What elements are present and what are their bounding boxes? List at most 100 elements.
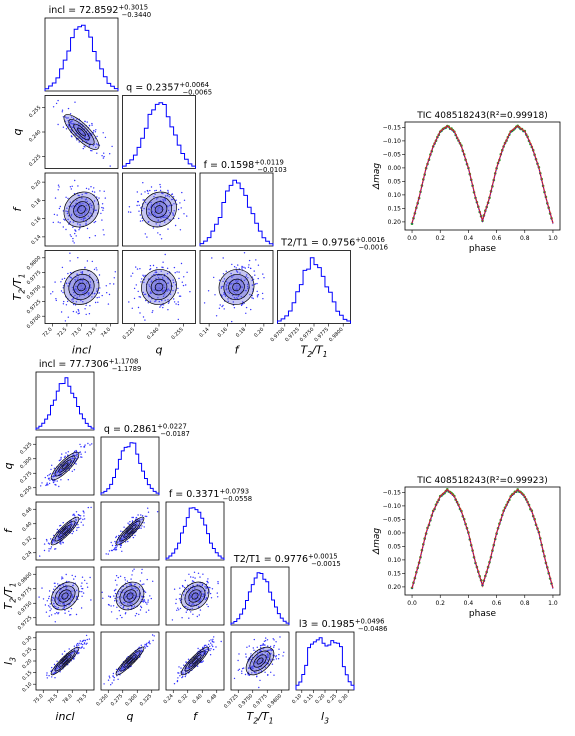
sample-point	[174, 224, 177, 227]
sample-point	[143, 522, 145, 524]
sample-point	[195, 594, 197, 597]
y-tick-label: −0.05	[383, 516, 402, 523]
x-tick-label: 1.0	[548, 235, 558, 242]
sample-point	[56, 598, 59, 600]
sample-point	[151, 280, 153, 282]
sample-point	[133, 605, 136, 607]
sample-point	[150, 186, 153, 188]
sample-point	[172, 198, 174, 201]
sample-point	[135, 266, 137, 268]
sample-point	[185, 588, 188, 591]
sample-point	[210, 642, 212, 644]
sample-point	[262, 298, 264, 300]
sample-point	[40, 485, 42, 487]
sample-point	[134, 525, 136, 527]
sample-point	[86, 121, 88, 123]
sample-point	[183, 213, 185, 215]
sample-point	[195, 599, 198, 601]
sample-point	[248, 259, 251, 262]
sample-point	[117, 596, 119, 599]
sample-point	[91, 150, 93, 152]
sample-point	[71, 523, 73, 526]
ylabel-l3: l3	[2, 657, 17, 665]
sample-point	[97, 301, 99, 303]
sample-point	[56, 597, 58, 599]
sample-point	[68, 590, 70, 592]
sample-point	[173, 301, 176, 303]
sample-point	[88, 313, 91, 315]
sample-point	[96, 135, 98, 138]
sample-point	[82, 292, 84, 294]
x-tick-label-T2/T1: 0.9750	[299, 327, 316, 344]
contour-level-0	[50, 581, 80, 611]
sample-point	[60, 311, 63, 313]
sample-point	[68, 527, 71, 529]
y-tick-label-T2/T1: 0.9750	[26, 284, 43, 301]
sample-point	[232, 290, 234, 292]
sample-point	[71, 299, 73, 301]
sample-point	[134, 534, 136, 537]
corner-plot-top: incl = 72.8592+0.3015 −0.3440 0.225 0.240 0.…	[11, 4, 388, 359]
sample-point	[67, 218, 69, 221]
sample-point	[91, 190, 94, 193]
sample-point	[155, 210, 158, 212]
xlabel-f: f	[193, 710, 199, 723]
sample-point	[155, 198, 158, 200]
sample-point	[257, 294, 260, 296]
sample-point	[58, 667, 61, 669]
sample-point	[184, 579, 186, 582]
sample-point	[76, 529, 78, 531]
sample-point	[230, 289, 232, 291]
sample-point	[179, 675, 181, 677]
sample-point	[83, 134, 86, 136]
sample-point	[44, 476, 46, 479]
sample-point	[263, 277, 265, 279]
sample-point	[253, 270, 255, 272]
sample-point	[66, 211, 69, 213]
sample-point	[282, 655, 284, 657]
sample-point	[64, 609, 66, 611]
sample-point	[80, 299, 82, 302]
sample-point	[60, 594, 62, 596]
sample-point	[247, 277, 249, 279]
sample-point	[119, 575, 122, 577]
sample-point	[143, 583, 145, 585]
sample-point	[77, 653, 79, 655]
ylabel-f: f	[2, 527, 15, 533]
sample-point	[50, 546, 53, 548]
sample-point	[145, 601, 147, 604]
y-tick-label-T2/T1: 0.9725	[26, 299, 43, 316]
sample-point	[209, 587, 211, 589]
sample-point	[90, 599, 92, 601]
sample-point	[106, 292, 108, 294]
sample-point	[189, 590, 191, 592]
sample-point	[72, 651, 74, 654]
sample-point	[109, 153, 111, 155]
sample-point	[69, 221, 72, 223]
sample-point	[108, 293, 111, 296]
sample-point	[57, 189, 59, 191]
sample-point	[68, 222, 71, 224]
sample-point	[102, 157, 105, 159]
sample-point	[88, 203, 91, 205]
x-tick-label-T2/T1: 0.9775	[252, 693, 269, 710]
sample-point	[127, 608, 129, 610]
sample-point	[189, 602, 191, 604]
sample-point	[91, 124, 93, 126]
sample-point	[162, 216, 164, 218]
sample-point	[114, 540, 116, 543]
sample-point	[72, 226, 74, 228]
sample-point	[67, 525, 70, 527]
sample-point	[54, 475, 56, 477]
sample-point	[130, 582, 132, 585]
xlabel-incl: incl	[55, 710, 74, 723]
sample-point	[221, 305, 223, 308]
sample-point	[70, 607, 73, 610]
sample-point	[138, 296, 140, 298]
sample-point	[70, 213, 73, 216]
sample-point	[76, 453, 79, 455]
sample-point	[51, 476, 53, 478]
x-tick-label-f: 0.40	[192, 693, 204, 705]
sample-point	[187, 607, 189, 609]
